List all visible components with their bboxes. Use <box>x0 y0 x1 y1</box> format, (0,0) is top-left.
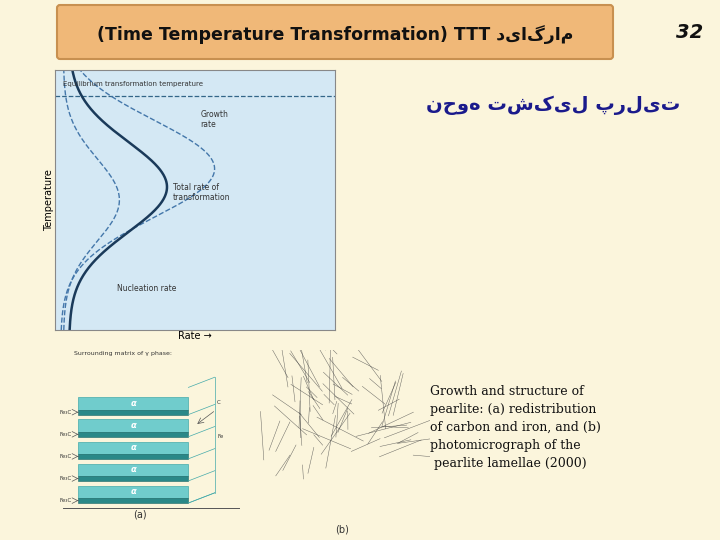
Text: Fe₃C: Fe₃C <box>60 410 72 415</box>
Text: Surrounding matrix of γ phase:: Surrounding matrix of γ phase: <box>74 351 172 356</box>
Text: Fe₃C: Fe₃C <box>60 454 72 459</box>
Text: Fe₃C: Fe₃C <box>60 498 72 503</box>
Text: نحوه تشکیل پرلیت: نحوه تشکیل پرلیت <box>426 95 680 114</box>
Text: α: α <box>130 443 136 452</box>
Bar <box>78 464 189 476</box>
Bar <box>78 454 189 459</box>
Text: (Time Temperature Transformation) TTT دیاگرام: (Time Temperature Transformation) TTT دی… <box>96 25 573 44</box>
Text: Fe₃C: Fe₃C <box>60 476 72 481</box>
Text: Nucleation rate: Nucleation rate <box>117 284 176 293</box>
Text: α: α <box>130 399 136 408</box>
Bar <box>78 410 189 415</box>
Text: (b): (b) <box>336 524 349 534</box>
Text: α: α <box>130 465 136 474</box>
Text: Growth
rate: Growth rate <box>201 110 228 129</box>
Text: Fe: Fe <box>217 434 223 438</box>
Text: α: α <box>130 421 136 430</box>
Text: C: C <box>217 400 221 406</box>
Bar <box>78 432 189 437</box>
Text: Growth and structure of
pearlite: (a) redistribution
of carbon and iron, and (b): Growth and structure of pearlite: (a) re… <box>430 385 601 470</box>
Text: Fe₃C: Fe₃C <box>60 432 72 437</box>
Text: Total rate of
transformation: Total rate of transformation <box>173 183 230 202</box>
Y-axis label: Temperature: Temperature <box>44 169 53 231</box>
Bar <box>78 486 189 498</box>
Text: Equilibrium transformation temperature: Equilibrium transformation temperature <box>63 80 204 86</box>
Text: (a): (a) <box>133 510 147 520</box>
Bar <box>78 476 189 481</box>
Bar <box>78 420 189 431</box>
FancyBboxPatch shape <box>57 5 613 59</box>
Bar <box>78 498 189 503</box>
Text: 32: 32 <box>676 23 703 42</box>
X-axis label: Rate →: Rate → <box>178 332 212 341</box>
Bar <box>78 442 189 454</box>
Bar <box>78 397 189 409</box>
Text: α: α <box>130 487 136 496</box>
